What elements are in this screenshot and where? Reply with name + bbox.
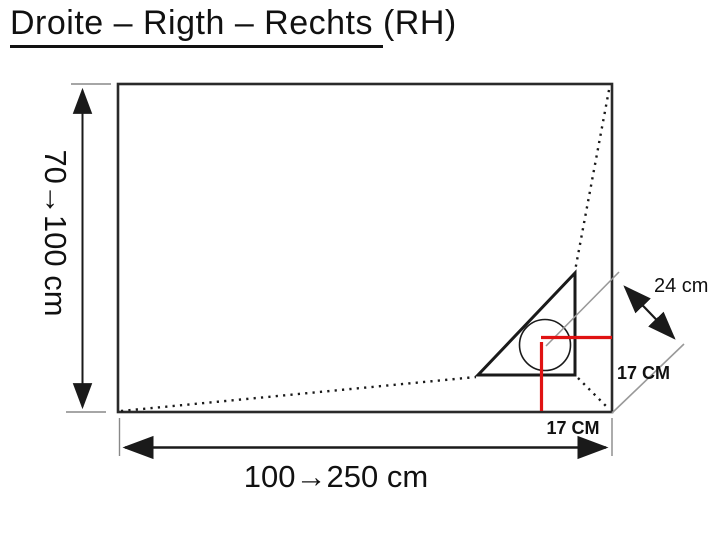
drain-from-right-label: 17 CM: [617, 363, 670, 383]
gray-guide-line-upper: [545, 271, 620, 347]
dotted-guide-corner: [577, 377, 610, 410]
gray-guide-line-lower: [611, 343, 685, 414]
drain-from-bottom-label: 17 CM: [546, 418, 599, 438]
corner-cut-triangle: [474, 269, 577, 377]
width-range-label: 100→250 cm: [244, 459, 428, 494]
page-title: Droite – Rigth – Rechts (RH): [10, 4, 457, 48]
height-range-label: 70→100 cm: [38, 149, 73, 316]
page-title-suffix: (RH): [382, 4, 457, 42]
drain-circle: [518, 318, 572, 372]
dotted-guide-bottom: [120, 375, 477, 413]
page-title-underlined-text: Droite – Rigth – Rechts: [10, 4, 383, 48]
corner-cut-label: 24 cm: [654, 275, 708, 297]
tray-outline-rect: [116, 82, 614, 414]
corner-cut-dimension-arrow: [623, 285, 676, 340]
dotted-guide-top-right: [573, 89, 611, 272]
